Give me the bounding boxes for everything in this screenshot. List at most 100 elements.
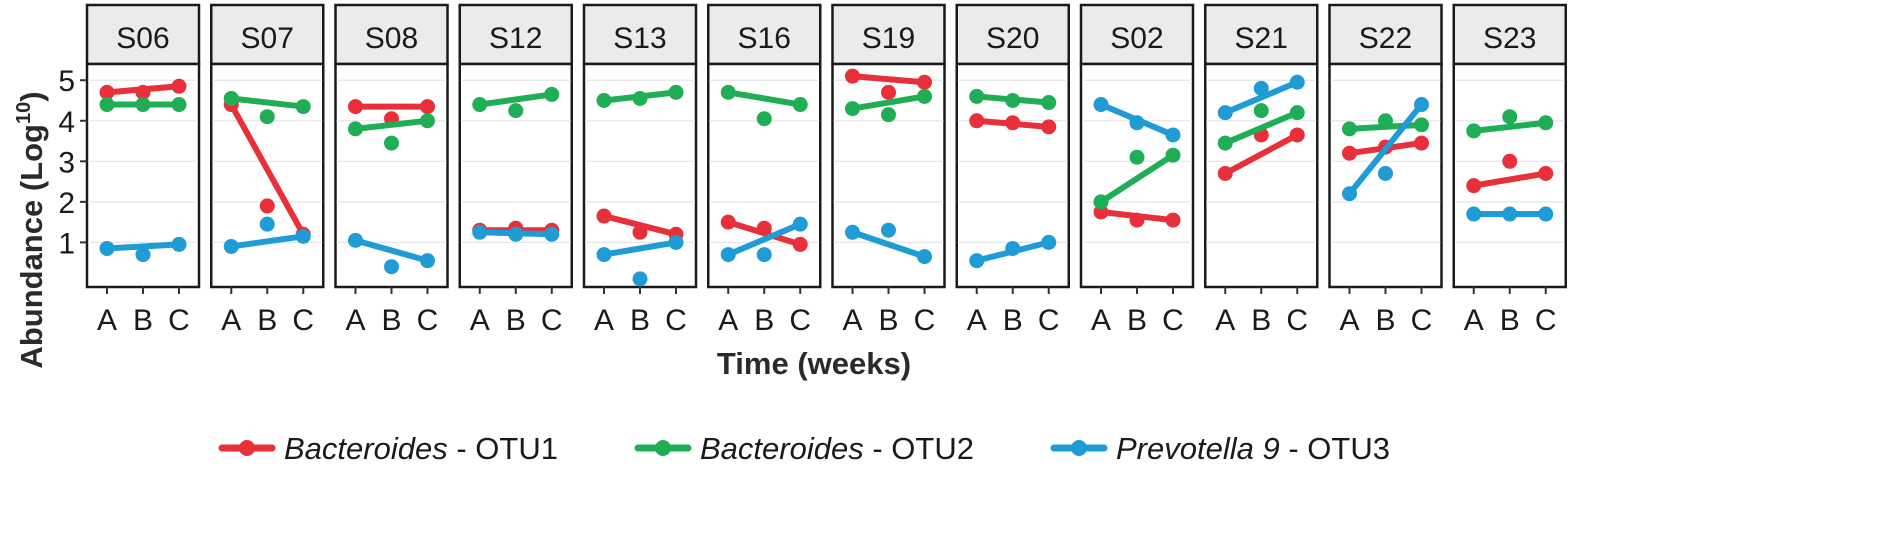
data-point xyxy=(1414,97,1429,113)
x-tick-label: C xyxy=(1535,304,1557,337)
data-point xyxy=(1217,135,1233,151)
data-point xyxy=(171,97,187,113)
series-line xyxy=(228,101,307,238)
legend-swatch-point xyxy=(1071,440,1087,456)
series-line xyxy=(725,221,804,258)
data-point xyxy=(1378,113,1393,129)
x-tick-label: C xyxy=(1286,304,1308,337)
y-axis-title-close: ) xyxy=(14,91,49,101)
data-point xyxy=(720,214,736,230)
data-point xyxy=(1289,127,1305,143)
legend-label-genus: Bacteroides xyxy=(284,431,448,466)
data-point xyxy=(596,247,612,263)
data-point xyxy=(1041,95,1057,111)
legend: Bacteroides - OTU1 Bacteroides - OTU2 Prev… xyxy=(218,431,1390,466)
data-point xyxy=(881,107,896,123)
x-tick-label: B xyxy=(133,304,153,337)
data-point xyxy=(295,99,311,115)
x-tick-label: A xyxy=(842,304,862,337)
data-point xyxy=(917,249,932,265)
legend-label-genus: Bacteroides xyxy=(700,431,864,466)
x-tick-label: B xyxy=(630,304,650,337)
panel-s07: S07 A B C xyxy=(210,3,325,337)
panel-strip xyxy=(1328,3,1443,66)
legend-swatch-point xyxy=(655,440,671,456)
x-tick-label: B xyxy=(1375,304,1395,337)
x-tick-label: A xyxy=(967,304,987,337)
data-point xyxy=(792,216,808,232)
series-line xyxy=(352,237,431,264)
panel-s20: S20 A B C xyxy=(955,3,1070,337)
data-point xyxy=(1129,115,1145,131)
data-point xyxy=(135,84,151,100)
data-point xyxy=(1538,165,1554,181)
data-point xyxy=(420,113,435,129)
series-line xyxy=(1470,119,1549,134)
series-line xyxy=(1470,170,1549,189)
x-tick-label: A xyxy=(97,304,117,337)
data-point xyxy=(668,234,684,250)
series-line xyxy=(1222,79,1301,116)
data-point xyxy=(845,224,860,240)
x-tick-label: A xyxy=(221,304,241,337)
x-tick-label: C xyxy=(417,304,439,337)
data-point xyxy=(420,99,435,115)
panel-strip-label: S20 xyxy=(986,22,1039,55)
data-point xyxy=(171,236,187,252)
series-line xyxy=(601,239,679,258)
data-point xyxy=(223,90,239,106)
panel-strip-label: S19 xyxy=(862,22,915,55)
data-point xyxy=(1414,135,1429,151)
data-point xyxy=(544,226,560,242)
data-point xyxy=(384,135,399,151)
data-point xyxy=(1253,80,1269,96)
panel-strip-label: S16 xyxy=(738,22,791,55)
data-point xyxy=(596,208,612,224)
x-tick-label: C xyxy=(665,304,687,337)
data-point xyxy=(1217,105,1233,121)
data-point xyxy=(1041,234,1057,250)
series-line xyxy=(1222,109,1301,147)
data-point xyxy=(1005,92,1021,108)
x-tick-label: B xyxy=(1500,304,1520,337)
x-tick-label: C xyxy=(789,304,811,337)
legend-label-genus: Prevotella 9 xyxy=(1116,431,1280,466)
data-point xyxy=(1005,240,1021,256)
x-tick-label: B xyxy=(1127,304,1147,337)
legend-label: Bacteroides - OTU2 xyxy=(700,431,974,466)
data-point xyxy=(1129,149,1145,165)
panel-strip xyxy=(85,3,201,66)
data-point xyxy=(969,88,985,104)
panel-strip-label: S08 xyxy=(365,22,418,55)
series-line xyxy=(1222,131,1301,177)
panel-s06: S06 A B C xyxy=(85,3,201,337)
data-point xyxy=(596,92,612,108)
panel-strip-label: S06 xyxy=(116,22,169,55)
data-point xyxy=(1538,206,1554,222)
data-point xyxy=(1342,145,1357,161)
panel-s02: S02 A B C xyxy=(1079,3,1195,337)
series-line xyxy=(228,233,307,250)
y-tick-label: 4 xyxy=(58,106,75,139)
x-axis-title: Time (weeks) xyxy=(717,346,911,381)
legend-item: Prevotella 9 - OTU3 xyxy=(1050,431,1390,466)
data-point xyxy=(1289,105,1305,121)
x-tick-label: C xyxy=(541,304,563,337)
panel-s22: S22 A B C xyxy=(1328,3,1443,337)
data-point xyxy=(792,97,808,113)
panel-strip xyxy=(1452,3,1567,66)
panel-strip-label: S13 xyxy=(613,22,666,55)
series-line xyxy=(352,117,431,132)
data-point xyxy=(348,99,363,115)
panel-s19: S19 A B C xyxy=(831,3,946,337)
legend-label-otu: - OTU3 xyxy=(1280,431,1390,466)
x-tick-label: C xyxy=(292,304,314,337)
panel-strip xyxy=(1079,3,1195,66)
x-tick-label: C xyxy=(1038,304,1060,337)
panel-s13: S13 A B C xyxy=(582,3,698,337)
data-point xyxy=(720,84,736,100)
data-point xyxy=(1217,165,1233,181)
legend-label: Prevotella 9 - OTU3 xyxy=(1116,431,1390,466)
x-tick-label: A xyxy=(1464,304,1484,337)
x-tick-label: A xyxy=(345,304,365,337)
